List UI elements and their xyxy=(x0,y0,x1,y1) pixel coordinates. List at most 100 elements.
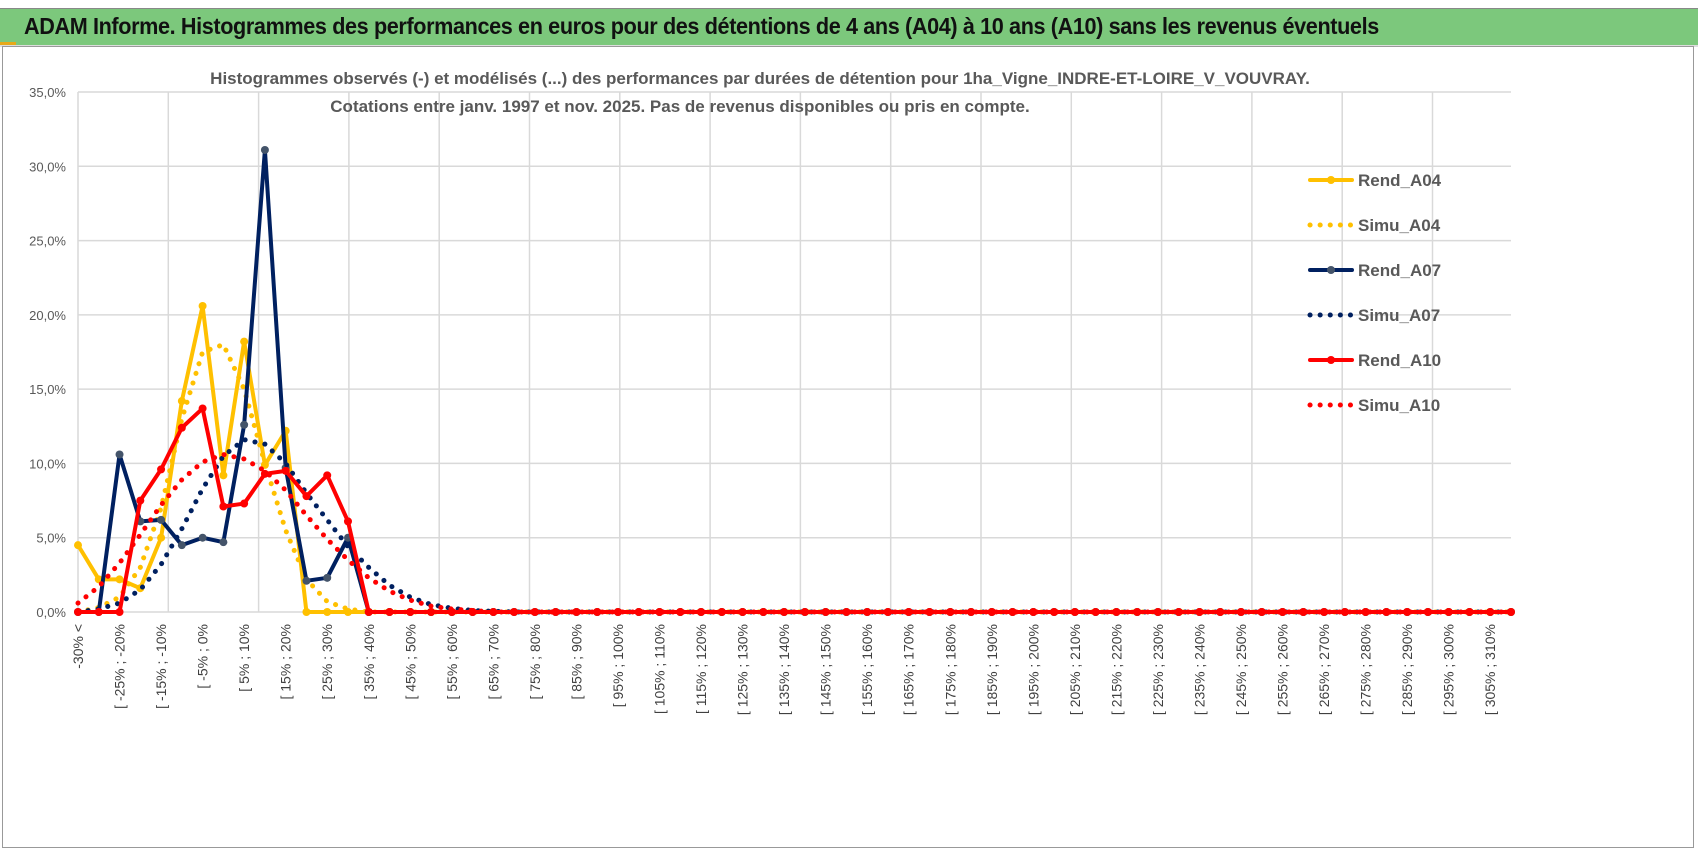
data-point-rend_a10 xyxy=(1382,608,1391,616)
y-tick-label: 20,0% xyxy=(29,308,66,323)
data-point-rend_a07 xyxy=(260,145,269,154)
data-point-rend_a04 xyxy=(115,575,124,584)
data-point-rend_a07 xyxy=(177,541,186,550)
x-tick-label: [ 115% ; 120% xyxy=(693,624,709,714)
x-tick-label: -30% < xyxy=(70,624,86,669)
x-tick-label: [ 155% ; 160% xyxy=(859,624,875,715)
chart-title-line1: Histogrammes observés (-) et modélisés (… xyxy=(210,69,1310,88)
data-point-rend_a07 xyxy=(323,573,332,582)
x-tick-label: [ 225% ; 230% xyxy=(1150,624,1166,715)
data-point-rend_a10 xyxy=(925,608,934,616)
y-tick-label: 30,0% xyxy=(29,159,66,174)
x-tick-label: [ 95% ; 100% xyxy=(610,624,626,707)
legend-label: Simu_A10 xyxy=(1358,396,1440,415)
x-tick-label: [ 145% ; 150% xyxy=(818,624,834,715)
x-tick-label: [ 105% ; 110% xyxy=(652,624,668,714)
x-tick-label: [ 55% ; 60% xyxy=(444,624,460,700)
y-tick-label: 10,0% xyxy=(29,456,66,471)
x-tick-label: [ 255% ; 260% xyxy=(1275,624,1291,715)
y-tick-label: 15,0% xyxy=(29,382,66,397)
legend-label: Simu_A04 xyxy=(1358,216,1441,235)
data-point-rend_a10 xyxy=(551,608,560,616)
data-point-rend_a10 xyxy=(323,471,332,480)
data-point-rend_a10 xyxy=(302,492,311,501)
y-tick-label: 5,0% xyxy=(36,531,66,546)
data-point-rend_a07 xyxy=(240,420,249,429)
data-point-rend_a04 xyxy=(240,337,249,346)
legend-marker xyxy=(1327,266,1335,274)
data-point-rend_a10 xyxy=(1320,608,1329,616)
data-point-rend_a07 xyxy=(198,533,207,542)
x-tick-label: [ 265% ; 270% xyxy=(1316,624,1332,715)
data-point-rend_a10 xyxy=(364,608,373,616)
accent-mark xyxy=(0,42,16,45)
y-tick-label: 35,0% xyxy=(29,85,66,100)
y-tick-label: 0,0% xyxy=(36,605,66,620)
x-tick-label: [ 215% ; 220% xyxy=(1108,624,1124,715)
data-point-rend_a10 xyxy=(240,499,249,508)
data-point-rend_a04 xyxy=(198,301,207,310)
data-point-rend_a10 xyxy=(1340,608,1349,616)
data-point-rend_a04 xyxy=(323,608,332,616)
chart-title-line2: Cotations entre janv. 1997 et nov. 2025.… xyxy=(330,97,1029,116)
data-point-rend_a10 xyxy=(260,469,269,478)
data-point-rend_a10 xyxy=(219,502,228,511)
data-point-rend_a10 xyxy=(94,608,103,616)
x-tick-label: [ 125% ; 130% xyxy=(735,624,751,715)
x-tick-label: [ 5% ; 10% xyxy=(236,624,252,692)
x-tick-label: [ 65% ; 70% xyxy=(485,624,501,700)
data-point-rend_a10 xyxy=(593,608,602,616)
series-line-simu_a10 xyxy=(75,451,1514,615)
y-tick-label: 25,0% xyxy=(29,234,66,249)
x-tick-label: [ 195% ; 200% xyxy=(1025,624,1041,715)
x-tick-label: [ -15% ; -10% xyxy=(153,624,169,709)
data-point-rend_a10 xyxy=(1299,608,1308,616)
data-point-rend_a07 xyxy=(219,538,228,547)
legend-marker xyxy=(1327,176,1335,184)
data-point-rend_a10 xyxy=(198,404,207,413)
x-tick-label: [ 85% ; 90% xyxy=(568,624,584,700)
x-tick-label: [ 35% ; 40% xyxy=(361,624,377,700)
data-point-rend_a10 xyxy=(74,608,82,616)
series-line-rend_a04 xyxy=(76,303,1511,614)
x-tick-label: [ 205% ; 210% xyxy=(1067,624,1083,715)
report-title: ADAM Informe. Histogrammes des performan… xyxy=(24,13,1379,39)
chart-frame xyxy=(2,46,1694,848)
x-tick-label: [ 235% ; 240% xyxy=(1191,624,1207,715)
data-point-rend_a10 xyxy=(343,517,352,526)
data-point-rend_a10 xyxy=(572,608,581,616)
series-line-simu_a07 xyxy=(75,436,1514,615)
data-point-rend_a10 xyxy=(634,608,643,616)
data-point-rend_a07 xyxy=(157,515,166,524)
data-point-rend_a10 xyxy=(136,496,145,505)
data-point-rend_a10 xyxy=(177,423,186,432)
data-point-rend_a07 xyxy=(302,576,311,585)
x-tick-label: [ 295% ; 300% xyxy=(1441,624,1457,715)
x-tick-label: [ 175% ; 180% xyxy=(942,624,958,715)
x-tick-label: [ 275% ; 280% xyxy=(1358,624,1374,715)
legend-label: Simu_A07 xyxy=(1358,306,1440,325)
x-tick-label: [ 45% ; 50% xyxy=(402,624,418,700)
x-tick-label: [ 15% ; 20% xyxy=(278,624,294,700)
x-tick-label: [ 245% ; 250% xyxy=(1233,624,1249,715)
data-point-rend_a10 xyxy=(385,608,394,616)
data-point-rend_a10 xyxy=(1507,608,1515,616)
data-point-rend_a04 xyxy=(302,608,311,616)
data-point-rend_a10 xyxy=(427,608,436,616)
data-point-rend_a10 xyxy=(613,608,622,616)
data-point-rend_a04 xyxy=(157,533,166,542)
x-tick-label: [ -25% ; -20% xyxy=(112,624,128,709)
data-point-rend_a10 xyxy=(281,466,290,475)
x-tick-label: [ 75% ; 80% xyxy=(527,624,543,700)
data-point-rend_a04 xyxy=(177,397,186,406)
legend-label: Rend_A07 xyxy=(1358,261,1441,280)
data-point-rend_a10 xyxy=(987,608,996,616)
legend-label: Rend_A10 xyxy=(1358,351,1441,370)
x-tick-label: [ 165% ; 170% xyxy=(901,624,917,715)
x-tick-label: [ 305% ; 310% xyxy=(1482,624,1498,715)
data-point-rend_a10 xyxy=(406,608,415,616)
data-point-rend_a10 xyxy=(946,608,955,616)
data-point-rend_a10 xyxy=(157,465,166,474)
title-bar: ADAM Informe. Histogrammes des performan… xyxy=(0,8,1698,47)
